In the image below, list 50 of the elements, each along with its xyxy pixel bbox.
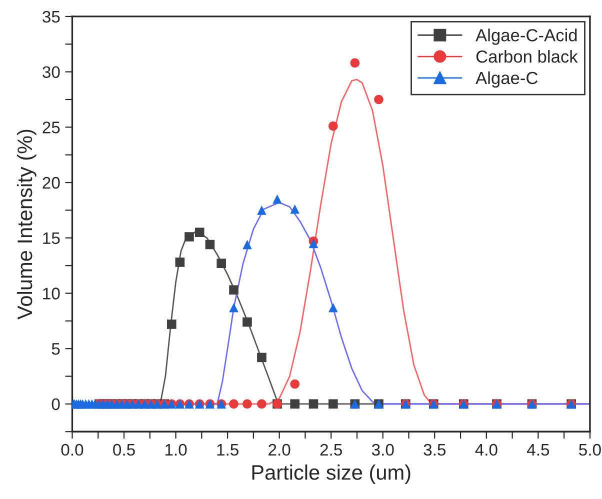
point xyxy=(205,240,215,250)
point xyxy=(308,399,318,409)
point xyxy=(290,204,300,214)
point xyxy=(166,320,176,329)
y-tick-label: 20 xyxy=(42,176,60,189)
x-tick-label: 1.0 xyxy=(165,444,187,456)
legend-label: Algae-C xyxy=(476,71,538,88)
point xyxy=(290,399,300,409)
x-tick-label: 5.0 xyxy=(579,444,601,456)
legend-label: Carbon black xyxy=(476,50,578,63)
point xyxy=(242,317,252,327)
y-tick-label: 10 xyxy=(43,288,60,300)
x-tick-label: 3.0 xyxy=(372,444,394,456)
point xyxy=(229,302,238,312)
x-tick-label: 0.0 xyxy=(61,444,84,456)
point xyxy=(374,94,384,104)
x-tick-label: 3.5 xyxy=(424,444,446,456)
point xyxy=(328,302,338,312)
x-axis-title: Particle size (um) xyxy=(252,464,410,484)
y-tick-label: 35 xyxy=(42,10,60,23)
point xyxy=(308,238,318,248)
y-tick-label: 30 xyxy=(42,66,60,78)
x-tick-label: 4.0 xyxy=(475,444,498,456)
point xyxy=(229,399,238,409)
x-tick-label: 0.5 xyxy=(113,444,135,456)
point xyxy=(216,258,226,268)
point xyxy=(257,399,266,409)
x-tick-label: 2.0 xyxy=(268,444,290,456)
point xyxy=(242,399,252,409)
legend-label: Algae-C-Acid xyxy=(476,28,577,45)
point xyxy=(350,58,360,68)
x-tick-label: 2.5 xyxy=(320,444,342,456)
y-tick-label: 25 xyxy=(42,122,60,134)
point xyxy=(242,240,252,250)
y-tick-label: 15 xyxy=(43,232,60,244)
point xyxy=(328,399,338,409)
point xyxy=(184,232,194,242)
y-tick-label: 0 xyxy=(52,398,60,410)
y-tick-label: 5 xyxy=(52,343,60,355)
x-tick-label: 4.5 xyxy=(526,444,550,456)
point xyxy=(257,352,266,362)
point xyxy=(194,228,204,238)
x-tick-label: 1.5 xyxy=(217,444,238,456)
point xyxy=(290,379,300,389)
point xyxy=(328,121,338,131)
y-axis-title: Volume Intensity (%) xyxy=(16,130,36,320)
point xyxy=(175,258,185,267)
point xyxy=(272,194,282,204)
point xyxy=(257,206,266,215)
point xyxy=(229,285,238,295)
